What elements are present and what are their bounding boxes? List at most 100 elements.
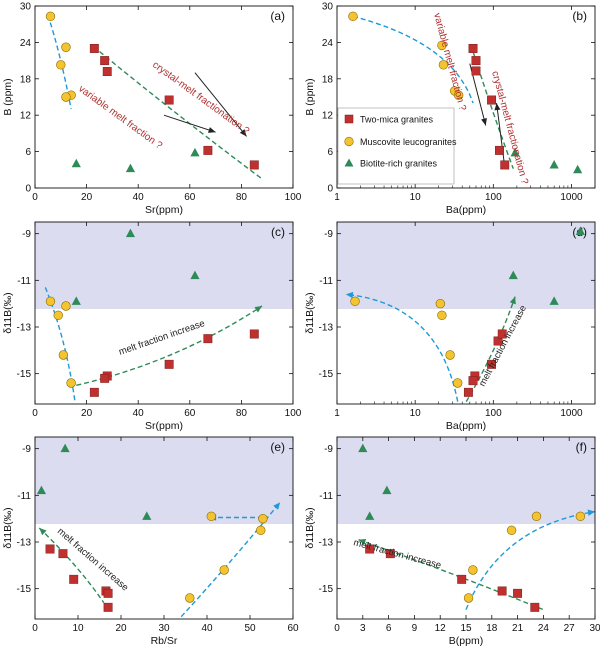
- point-two-mica-c: [100, 373, 110, 383]
- legend-label-muscovite: Muscovite leucogranites: [360, 137, 457, 147]
- point-biotite-b: [549, 159, 559, 169]
- y-tick-label-d: -9: [324, 229, 333, 240]
- x-tick-label-f: 3: [360, 623, 366, 634]
- x-tick-label-f: 0: [334, 623, 340, 634]
- point-two-mica-a: [102, 67, 112, 76]
- legend-label-two-mica: Two-mica granites: [360, 115, 434, 125]
- point-muscovite-b: [437, 40, 447, 51]
- trend-curve-d-green-arrowhead-end: [509, 296, 516, 305]
- panel-letter-e: (e): [270, 440, 285, 454]
- x-tick-label-e: 50: [244, 623, 256, 634]
- y-tick-label-b: 12: [322, 111, 334, 122]
- annotation-melt-fraction-c: melt fraction increase: [117, 318, 206, 358]
- point-two-mica-c: [203, 334, 213, 344]
- point-muscovite-a: [61, 92, 71, 102]
- point-two-mica-d: [487, 359, 497, 369]
- point-two-mica-c: [249, 329, 259, 339]
- point-muscovite-f: [506, 525, 517, 536]
- point-muscovite-f: [468, 565, 478, 575]
- point-biotite-f: [382, 485, 392, 495]
- plot-frame-c: [34, 221, 294, 405]
- annotation-variable-melt-b: variable melt fraction ?: [431, 12, 468, 112]
- annotation-melt-fraction-f: melt fraction increase: [352, 537, 442, 571]
- point-muscovite-c: [61, 301, 71, 311]
- point-muscovite-f: [531, 511, 542, 522]
- point-biotite-f: [365, 511, 375, 520]
- y-axis-label-f: δ11B(‰): [304, 507, 316, 548]
- y-tick-label-a: 0: [25, 184, 31, 195]
- point-biotite-a: [190, 147, 200, 157]
- y-tick-label-f: -11: [319, 491, 333, 502]
- point-two-mica-a: [203, 145, 213, 155]
- point-two-mica-f: [497, 586, 507, 596]
- x-tick-label-c: 20: [81, 408, 93, 419]
- point-muscovite-c: [58, 350, 69, 360]
- point-muscovite-a: [56, 60, 66, 70]
- shaded-region-d: [337, 222, 595, 309]
- shaded-regions: [35, 222, 595, 524]
- y-tick-label-d: -11: [319, 276, 333, 287]
- point-biotite-d: [549, 296, 559, 305]
- x-tick-label-d: 10: [410, 408, 422, 419]
- x-tick-label-b: 100: [485, 192, 502, 203]
- x-axis-label-d: Ba(ppm): [446, 420, 486, 432]
- x-tick-label-e: 10: [72, 623, 84, 634]
- y-tick-label-b: 0: [327, 184, 333, 195]
- y-tick-label-c: -13: [17, 323, 32, 334]
- point-muscovite-e: [256, 525, 266, 536]
- point-biotite-c: [190, 270, 200, 280]
- y-tick-label-a: 24: [20, 38, 32, 49]
- point-muscovite-d: [445, 350, 455, 360]
- y-tick-label-e: -15: [17, 584, 32, 595]
- y-axis-label-b: B (ppm): [304, 78, 316, 115]
- y-axis-label-d: δ11B(‰): [304, 292, 316, 333]
- shaded-region-c: [35, 222, 293, 309]
- y-tick-label-d: -15: [319, 369, 334, 380]
- x-tick-label-e: 60: [287, 623, 299, 634]
- trend-curves: [38, 14, 596, 618]
- point-muscovite-d: [437, 310, 447, 321]
- x-tick-label-e: 40: [201, 623, 213, 634]
- y-tick-label-a: 12: [20, 111, 32, 122]
- x-tick-label-a: 40: [133, 192, 145, 203]
- trend-curve-d-blue: [345, 293, 459, 402]
- panel-letter-a: (a): [270, 9, 285, 23]
- point-biotite-f: [358, 443, 368, 453]
- y-tick-label-a: 30: [20, 2, 32, 13]
- x-tick-label-a: 80: [236, 192, 248, 203]
- point-biotite-a: [125, 163, 136, 173]
- point-muscovite-c: [66, 378, 76, 388]
- point-muscovite-e: [206, 511, 217, 522]
- point-two-mica-e: [103, 588, 113, 598]
- point-biotite-d: [575, 226, 585, 235]
- point-biotite-e: [142, 511, 152, 520]
- x-tick-label-f: 24: [538, 623, 550, 634]
- x-tick-label-c: 80: [236, 408, 248, 419]
- y-tick-label-b: 6: [327, 147, 333, 158]
- x-axis-label-f: B(ppm): [449, 635, 483, 647]
- point-two-mica-d: [463, 387, 473, 397]
- point-two-mica-a: [100, 56, 110, 66]
- point-two-mica-f: [365, 544, 375, 554]
- point-biotite-b: [573, 164, 583, 174]
- y-axis-label-c: δ11B(‰): [2, 292, 14, 333]
- point-muscovite-b: [453, 90, 464, 100]
- data-marks: [36, 11, 586, 612]
- point-muscovite-c: [53, 310, 63, 321]
- y-axis-label-e: δ11B(‰): [2, 507, 14, 548]
- point-muscovite-e: [258, 513, 268, 524]
- legend-label-biotite: Biotite-rich granites: [360, 159, 438, 169]
- arrow-a-crystal-head: [239, 129, 247, 137]
- plot-frame-d: [336, 221, 596, 405]
- trend-curve-d-blue-arrowhead-end: [345, 291, 354, 299]
- point-biotite-e: [60, 443, 70, 453]
- point-two-mica-c: [164, 359, 174, 369]
- point-muscovite-e: [219, 565, 229, 575]
- point-muscovite-d: [452, 378, 463, 388]
- point-two-mica-b: [471, 66, 481, 76]
- x-tick-label-e: 30: [158, 623, 170, 634]
- panel-letter-c: (c): [271, 225, 285, 239]
- point-two-mica-f: [457, 574, 467, 584]
- x-axis-label-e: Rb/Sr: [151, 635, 178, 647]
